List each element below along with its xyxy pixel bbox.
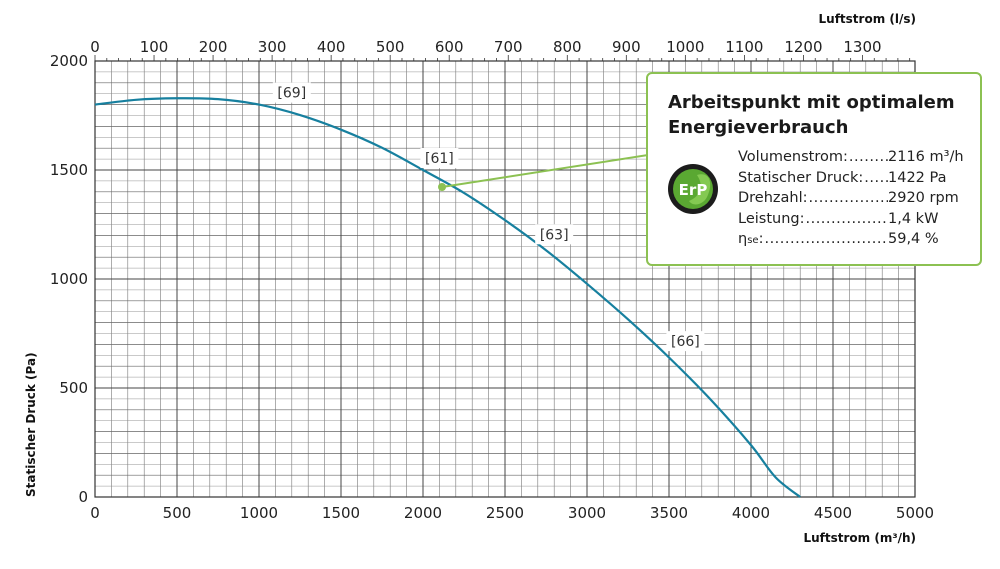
infobox-title-line1: Arbeitspunkt mit optimalem bbox=[668, 92, 955, 113]
annotation-layer: [69] [61] [63] [66] bbox=[272, 82, 705, 352]
x-tick-label: 4000 bbox=[732, 504, 770, 522]
x2-tick-label: 1300 bbox=[843, 38, 881, 56]
x2-tick-label: 500 bbox=[376, 38, 405, 56]
y-tick-label: 1000 bbox=[50, 270, 88, 288]
x-tick-label: 1500 bbox=[322, 504, 360, 522]
infobox-row-label: Statischer Druck:.......................… bbox=[738, 169, 888, 186]
erp-badge-text: ErP bbox=[679, 181, 708, 199]
x2-tick-label: 1100 bbox=[725, 38, 763, 56]
infobox-row-value: 59,4 % bbox=[888, 231, 939, 247]
infobox-row-value: 1,4 kW bbox=[888, 210, 939, 227]
x-axis-title: Luftstrom (m³/h) bbox=[803, 531, 916, 545]
x2-tick-label: 400 bbox=[317, 38, 346, 56]
annotation-label: [66] bbox=[671, 334, 700, 350]
y-tick-label: 500 bbox=[59, 379, 88, 397]
x2-tick-label: 600 bbox=[435, 38, 464, 56]
y-tick-label: 0 bbox=[78, 488, 88, 506]
infobox-title-line2: Energieverbrauch bbox=[668, 117, 849, 138]
infobox-row-label: ηse:....................................… bbox=[738, 231, 888, 247]
y-axis-ticks: 0 500 1000 1500 2000 bbox=[50, 52, 88, 506]
x2-tick-label: 300 bbox=[258, 38, 287, 56]
infobox-title: Arbeitspunkt mit optimalem Energieverbra… bbox=[668, 90, 955, 140]
infobox-row-label: Leistung:...............................… bbox=[738, 210, 888, 227]
x-axis-ticks: 0 500 1000 1500 2000 2500 3000 3500 4000 4500 5000 bbox=[90, 504, 934, 522]
x2-tick-label: 1000 bbox=[666, 38, 704, 56]
y-tick-label: 1500 bbox=[50, 161, 88, 179]
infobox-row-label: Drehzahl:...............................… bbox=[738, 190, 888, 206]
x2-tick-label: 700 bbox=[494, 38, 523, 56]
x2-tick-label: 900 bbox=[612, 38, 641, 56]
x2-tick-label: 100 bbox=[140, 38, 169, 56]
x-tick-label: 2500 bbox=[486, 504, 524, 522]
annotation-bg bbox=[272, 82, 311, 103]
curve-annotation: [69] bbox=[272, 82, 311, 103]
infobox-row-value: 2920 rpm bbox=[888, 190, 959, 206]
curve-annotation: [63] bbox=[535, 224, 574, 245]
infobox-row: Volumenstrom:...........................… bbox=[738, 147, 964, 168]
annotation-label: [69] bbox=[277, 86, 306, 102]
x-tick-label: 4500 bbox=[814, 504, 852, 522]
x2-axis-ticks: 0 100 200 300 400 500 600 700 800 900 1000 1100 1200… bbox=[90, 38, 911, 61]
curve-annotation: [61] bbox=[420, 148, 459, 168]
x-tick-label: 1000 bbox=[240, 504, 278, 522]
y-axis-title: Statischer Druck (Pa) bbox=[24, 352, 38, 497]
operating-point-marker bbox=[438, 183, 447, 192]
operating-point-infobox: Arbeitspunkt mit optimalem Energieverbra… bbox=[646, 72, 982, 266]
x-tick-label: 3000 bbox=[568, 504, 606, 522]
infobox-row: Statischer Druck:.......................… bbox=[738, 168, 964, 189]
series-line-kennlinie bbox=[94, 97, 801, 498]
infobox-row: ηse:....................................… bbox=[738, 229, 964, 252]
x-tick-label: 500 bbox=[163, 504, 192, 522]
x-tick-label: 2000 bbox=[404, 504, 442, 522]
y-tick-label: 2000 bbox=[50, 52, 88, 70]
annotation-bg bbox=[535, 224, 574, 245]
plot-frame bbox=[94, 60, 916, 498]
operating-point-leader bbox=[441, 154, 649, 188]
infobox-rows: Volumenstrom:...........................… bbox=[738, 147, 964, 252]
x-tick-label: 0 bbox=[90, 504, 100, 522]
infobox-row: Drehzahl:...............................… bbox=[738, 188, 964, 209]
annotation-bg bbox=[420, 148, 459, 168]
x-tick-label: 5000 bbox=[896, 504, 934, 522]
annotation-label: [61] bbox=[425, 151, 454, 167]
x-tick-label: 3500 bbox=[650, 504, 688, 522]
x2-axis-title: Luftstrom (l/s) bbox=[819, 12, 916, 26]
curve-annotation: [66] bbox=[666, 331, 705, 352]
infobox-row-value: 1422 Pa bbox=[888, 169, 947, 186]
series-layer bbox=[94, 97, 801, 498]
x2-tick-label: 1200 bbox=[784, 38, 822, 56]
x2-tick-label: 200 bbox=[199, 38, 228, 56]
annotation-label: [63] bbox=[540, 227, 569, 243]
x2-tick-label: 800 bbox=[553, 38, 582, 56]
infobox-row-label: Volumenstrom:...........................… bbox=[738, 149, 888, 165]
erp-leaf-icon: ErP bbox=[668, 164, 718, 214]
infobox-row-value: 2116 m³/h bbox=[888, 149, 964, 165]
x2-tick-label: 0 bbox=[90, 38, 100, 56]
annotation-bg bbox=[666, 331, 705, 352]
infobox-row: Leistung:...............................… bbox=[738, 209, 964, 230]
